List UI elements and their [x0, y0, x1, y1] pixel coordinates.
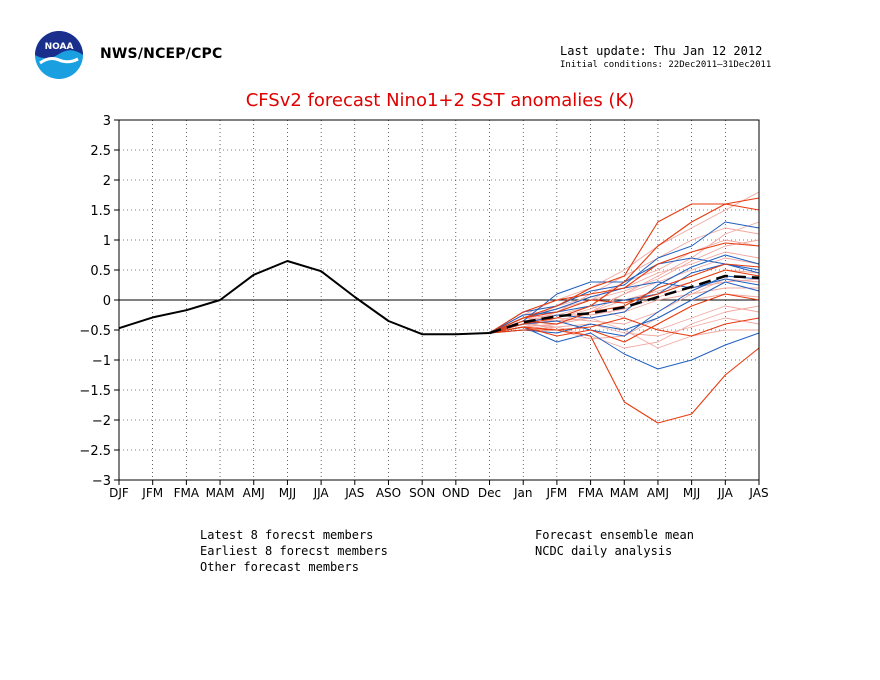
y-tick-label: −2.5: [79, 444, 111, 459]
x-tick-label: AMJ: [647, 486, 669, 500]
y-tick-label: −1: [92, 354, 111, 369]
latest-member-line: [489, 221, 760, 334]
y-tick-label: 2.5: [90, 144, 111, 159]
x-tick-label: AMJ: [243, 486, 265, 500]
legend-label-analysis: NCDC daily analysis: [535, 544, 673, 558]
earliest-member-line: [489, 269, 760, 334]
y-tick-label: −0.5: [79, 324, 111, 339]
y-tick-label: 1.5: [90, 204, 111, 219]
other-member-line: [489, 317, 760, 337]
earliest-member-line: [489, 326, 760, 424]
grid-lines: [119, 120, 759, 480]
y-tick-label: −1.5: [79, 384, 111, 399]
y-tick-label: −2: [92, 414, 111, 429]
x-tick-label: JFM: [141, 486, 163, 500]
x-tick-label: JJA: [717, 486, 734, 500]
plot-frame: [118, 119, 760, 481]
analysis-line: [118, 260, 490, 336]
x-tick-label: Dec: [478, 486, 501, 500]
earliest-member-line: [489, 203, 760, 334]
legend-label-other: Other forecast members: [200, 560, 359, 574]
y-tick-label: 3: [103, 114, 111, 129]
x-tick-label: SON: [409, 486, 435, 500]
organization-label: NWS/NCEP/CPC: [100, 46, 223, 62]
x-tick-label: MJJ: [683, 486, 700, 500]
x-tick-label: MAM: [610, 486, 639, 500]
initial-conditions-text: Initial conditions: 22Dec2011–31Dec2011: [560, 60, 772, 70]
y-tick-label: −3: [92, 474, 111, 489]
series-group: [118, 191, 760, 424]
y-tick-label: 0.5: [90, 264, 111, 279]
earliest-member-line: [489, 263, 760, 334]
legend-label-mean: Forecast ensemble mean: [535, 528, 694, 542]
x-tick-label: MAM: [206, 486, 235, 500]
x-tick-label: JAS: [344, 486, 364, 500]
y-tick-label: 0: [103, 294, 111, 309]
earliest-member-line: [489, 242, 760, 334]
other-member-line: [489, 305, 760, 349]
svg-text:NOAA: NOAA: [45, 42, 74, 52]
latest-member-line: [489, 326, 760, 370]
latest-member-line: [489, 275, 760, 337]
x-tick-label: FMA: [578, 486, 604, 500]
chart-title: CFSv2 forecast Nino1+2 SST anomalies (K): [245, 90, 635, 111]
x-tick-label: Jan: [513, 486, 533, 500]
x-tick-label: JJA: [313, 486, 330, 500]
last-update-text: Last update: Thu Jan 12 2012: [560, 44, 763, 58]
y-tick-label: 2: [103, 174, 111, 189]
x-tick-label: FMA: [174, 486, 200, 500]
earliest-member-line: [489, 293, 760, 343]
ensemble-mean-line: [489, 274, 760, 335]
legend-label-latest: Latest 8 forecst members: [200, 528, 374, 542]
noaa-logo: NOAA: [35, 31, 83, 79]
other-member-line: [489, 239, 760, 334]
x-tick-label: DJF: [109, 486, 129, 500]
x-tick-label: MJJ: [279, 486, 296, 500]
x-tick-label: JAS: [748, 486, 768, 500]
latest-member-line: [489, 281, 760, 334]
x-tick-label: JFM: [545, 486, 567, 500]
legend-label-earliest: Earliest 8 forecst members: [200, 544, 388, 558]
x-tick-label: OND: [442, 486, 470, 500]
x-tick-label: ASO: [376, 486, 401, 500]
y-tick-label: 1: [103, 234, 111, 249]
